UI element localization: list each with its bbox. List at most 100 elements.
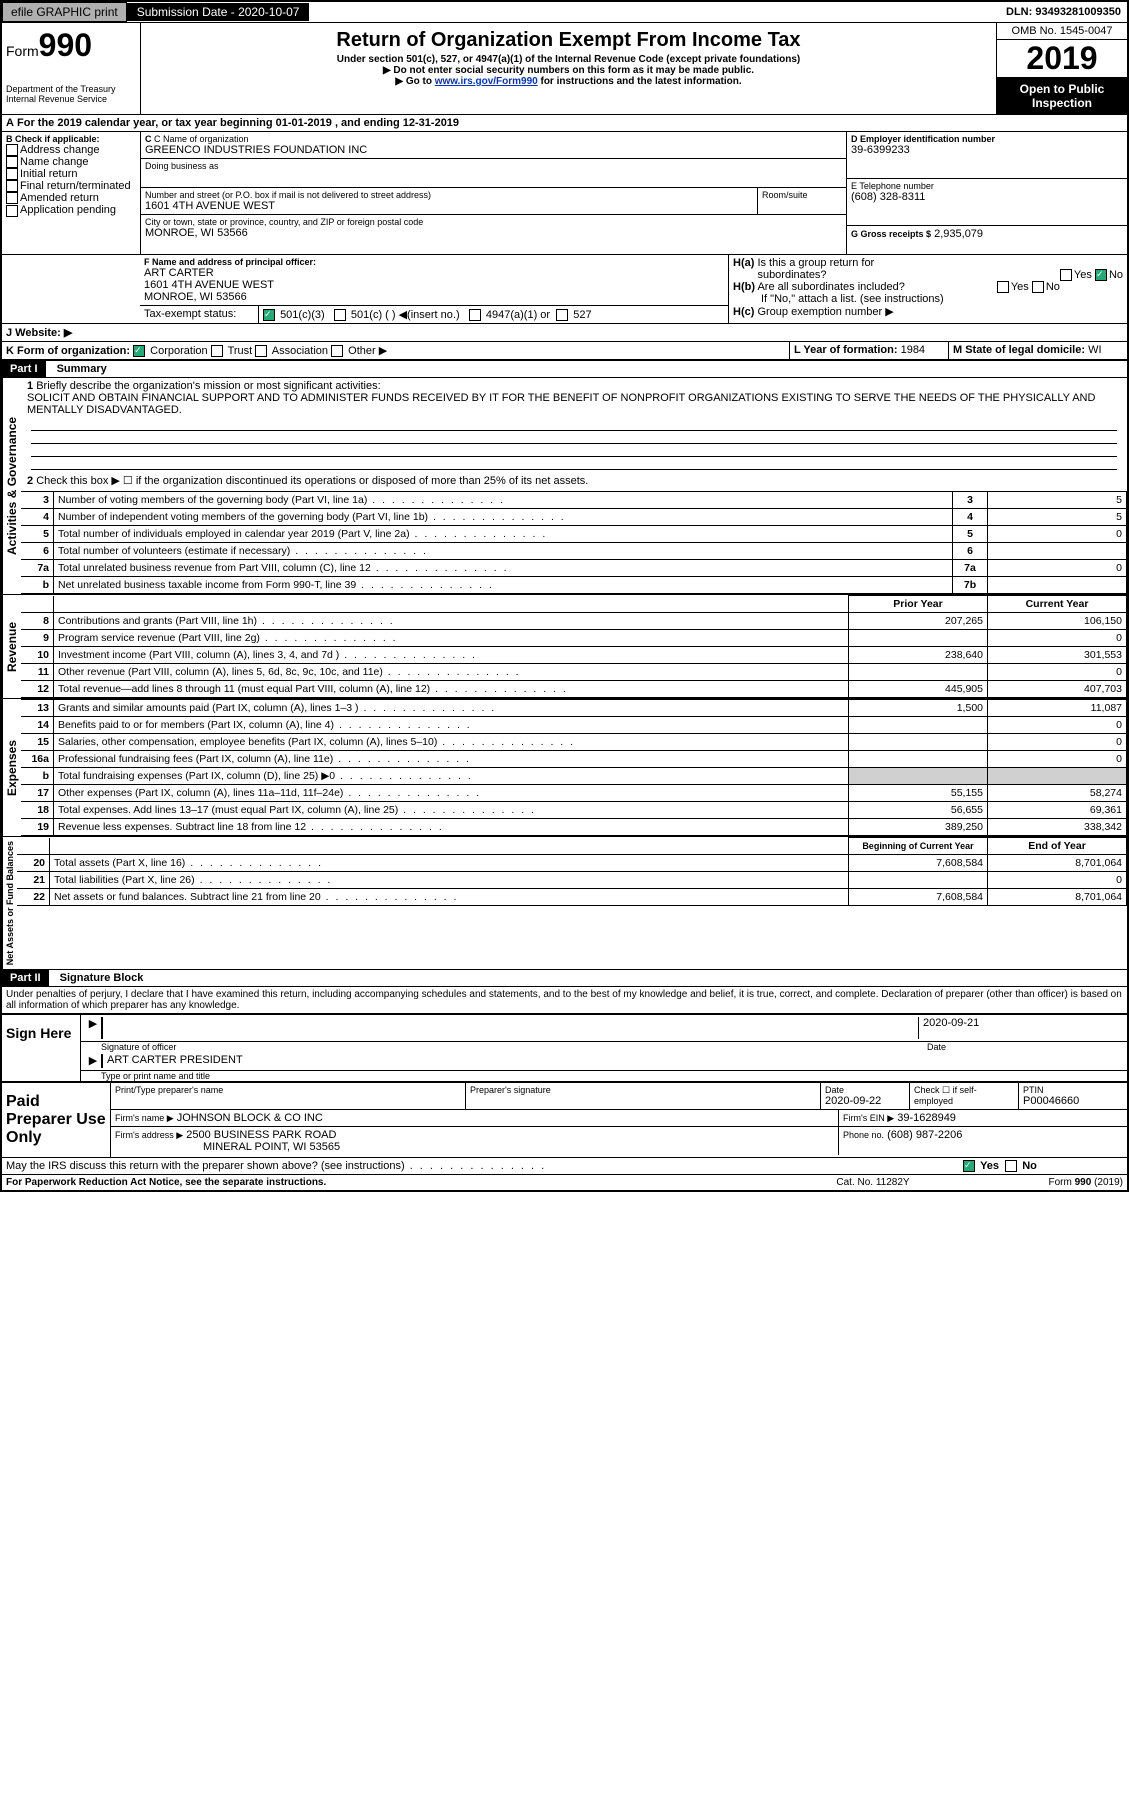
- cb-501c[interactable]: [334, 309, 346, 321]
- activities-label: Activities & Governance: [2, 378, 21, 594]
- cb-address-change[interactable]: Address change: [6, 144, 136, 156]
- prep-name-label: Print/Type preparer's name: [115, 1085, 461, 1095]
- table-row: 9Program service revenue (Part VIII, lin…: [21, 630, 1127, 647]
- cb-name-change[interactable]: Name change: [6, 156, 136, 168]
- ein-label: D Employer identification number: [851, 134, 1123, 144]
- dba-label: Doing business as: [145, 161, 842, 171]
- expenses-table: 13Grants and similar amounts paid (Part …: [21, 699, 1127, 836]
- part2-label: Part II: [2, 970, 49, 986]
- cb-other[interactable]: [331, 345, 343, 357]
- cb-ha-no[interactable]: [1095, 269, 1107, 281]
- efile-print-button[interactable]: efile GRAPHIC print: [2, 2, 127, 22]
- form-990-number: 990: [39, 27, 92, 63]
- table-row: 5Total number of individuals employed in…: [21, 526, 1127, 543]
- box-m: M State of legal domicile: WI: [949, 342, 1127, 359]
- line-a: A For the 2019 calendar year, or tax yea…: [2, 115, 1127, 132]
- part2-header: Part II Signature Block: [2, 969, 1127, 987]
- gross-receipts-label: G Gross receipts $: [851, 229, 931, 239]
- table-row: bTotal fundraising expenses (Part IX, co…: [21, 768, 1127, 785]
- phone: (608) 328-8311: [851, 191, 1123, 203]
- firm-ein-label: Firm's EIN ▶: [843, 1113, 894, 1123]
- footer-center: Cat. No. 11282Y: [773, 1177, 973, 1188]
- netassets-section: Net Assets or Fund Balances Beginning of…: [2, 836, 1127, 969]
- officer-addr2: MONROE, WI 53566: [144, 291, 724, 303]
- paid-preparer-label: Paid Preparer Use Only: [2, 1083, 111, 1157]
- firm-addr-label: Firm's address ▶: [115, 1130, 183, 1140]
- part1-label: Part I: [2, 361, 46, 377]
- cb-501c3[interactable]: [263, 309, 275, 321]
- cb-hb-yes[interactable]: [997, 281, 1009, 293]
- form-990-page: efile GRAPHIC print Submission Date - 20…: [0, 0, 1129, 1192]
- omb-number: OMB No. 1545-0047: [997, 23, 1127, 40]
- marker-icon: ▶: [85, 1054, 103, 1068]
- spacer-b: [2, 255, 140, 323]
- cb-application-pending[interactable]: Application pending: [6, 204, 136, 216]
- form-title: Return of Organization Exempt From Incom…: [145, 29, 992, 52]
- prep-date: 2020-09-22: [825, 1095, 905, 1107]
- cb-initial-return[interactable]: Initial return: [6, 168, 136, 180]
- cb-amended-return[interactable]: Amended return: [6, 192, 136, 204]
- expenses-section: Expenses 13Grants and similar amounts pa…: [2, 698, 1127, 836]
- sig-officer-field[interactable]: [103, 1017, 918, 1039]
- boxes-fh: F Name and address of principal officer:…: [2, 255, 1127, 324]
- org-address: 1601 4TH AVENUE WEST: [145, 200, 753, 212]
- declaration: Under penalties of perjury, I declare th…: [2, 987, 1127, 1013]
- firm-addr2: MINERAL POINT, WI 53565: [115, 1141, 340, 1153]
- netassets-label: Net Assets or Fund Balances: [2, 837, 17, 969]
- box-b: B Check if applicable: Address change Na…: [2, 132, 141, 254]
- box-h: H(a) Is this a group return for subordin…: [729, 255, 1127, 323]
- revenue-section: Revenue Prior Year Current Year 8Contrib…: [2, 594, 1127, 698]
- end-year-header: End of Year: [988, 838, 1127, 855]
- prep-date-label: Date: [825, 1085, 905, 1095]
- sig-date-label: Date: [923, 1042, 1127, 1052]
- box-c: C C Name of organization GREENCO INDUSTR…: [141, 132, 847, 254]
- header-left: Form990 Department of the TreasuryIntern…: [2, 23, 141, 114]
- table-row: 3Number of voting members of the governi…: [21, 492, 1127, 509]
- org-name-label: C C Name of organization: [145, 134, 842, 144]
- cb-ha-yes[interactable]: [1060, 269, 1072, 281]
- firm-addr1: 2500 BUSINESS PARK ROAD: [186, 1129, 336, 1141]
- revenue-label: Revenue: [2, 595, 21, 698]
- part2-title: Signature Block: [52, 972, 144, 984]
- prior-year-header: Prior Year: [849, 596, 988, 613]
- firm-ein: 39-1628949: [897, 1112, 956, 1124]
- table-row: 13Grants and similar amounts paid (Part …: [21, 700, 1127, 717]
- rule-line: [31, 444, 1117, 457]
- table-row: bNet unrelated business taxable income f…: [21, 577, 1127, 594]
- submission-date-button[interactable]: Submission Date - 2020-10-07: [127, 3, 310, 21]
- netassets-table: Beginning of Current Year End of Year 20…: [17, 837, 1127, 906]
- discuss-row: May the IRS discuss this return with the…: [2, 1157, 1127, 1174]
- begin-year-header: Beginning of Current Year: [849, 838, 988, 855]
- table-row: 20Total assets (Part X, line 16)7,608,58…: [17, 855, 1127, 872]
- firm-name: JOHNSON BLOCK & CO INC: [177, 1112, 323, 1124]
- cb-assoc[interactable]: [255, 345, 267, 357]
- rule-line: [31, 431, 1117, 444]
- cb-final-return[interactable]: Final return/terminated: [6, 180, 136, 192]
- phone-label: E Telephone number: [851, 181, 1123, 191]
- table-row: 17Other expenses (Part IX, column (A), l…: [21, 785, 1127, 802]
- table-row: 6Total number of volunteers (estimate if…: [21, 543, 1127, 560]
- cb-discuss-yes[interactable]: [963, 1160, 975, 1172]
- hb-note: If "No," attach a list. (see instruction…: [733, 293, 1123, 305]
- table-row: 4Number of independent voting members of…: [21, 509, 1127, 526]
- org-city: MONROE, WI 53566: [145, 227, 842, 239]
- table-row: 12Total revenue—add lines 8 through 11 (…: [21, 681, 1127, 698]
- cb-4947[interactable]: [469, 309, 481, 321]
- cb-corp[interactable]: [133, 345, 145, 357]
- ptin: P00046660: [1023, 1095, 1123, 1107]
- rule-line: [31, 418, 1117, 431]
- irs-link[interactable]: www.irs.gov/Form990: [435, 76, 538, 87]
- city-label: City or town, state or province, country…: [145, 217, 842, 227]
- cb-trust[interactable]: [211, 345, 223, 357]
- page-footer: For Paperwork Reduction Act Notice, see …: [2, 1174, 1127, 1190]
- form-label: Form: [6, 43, 39, 59]
- discuss-text: May the IRS discuss this return with the…: [6, 1160, 963, 1172]
- box-k: K Form of organization: Corporation Trus…: [2, 342, 790, 359]
- header-right: OMB No. 1545-0047 2019 Open to Public In…: [996, 23, 1127, 114]
- footer-left: For Paperwork Reduction Act Notice, see …: [6, 1177, 773, 1188]
- cb-discuss-no[interactable]: [1005, 1160, 1017, 1172]
- cb-527[interactable]: [556, 309, 568, 321]
- rule-line: [31, 457, 1117, 470]
- cb-hb-no[interactable]: [1032, 281, 1044, 293]
- tax-exempt-label: Tax-exempt status:: [140, 306, 259, 323]
